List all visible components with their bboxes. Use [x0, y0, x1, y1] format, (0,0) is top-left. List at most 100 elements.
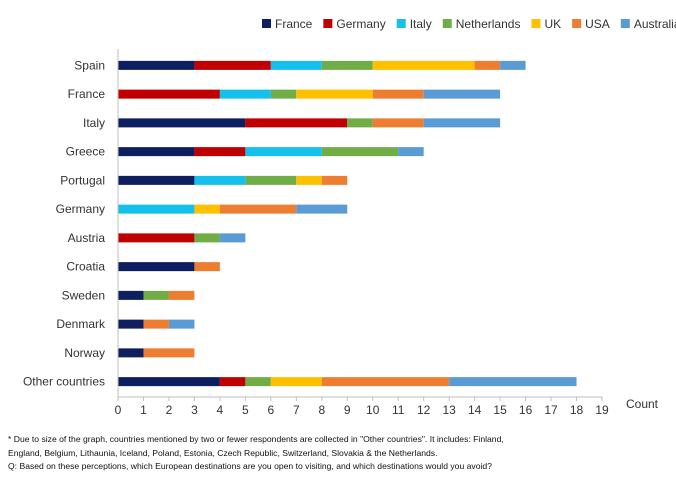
x-tick-label-14: 14	[468, 403, 482, 417]
bar-norway-france	[118, 348, 144, 358]
footnote-line-3: Q: Based on these perceptions, which Eur…	[8, 461, 492, 471]
bar-spain-uk	[372, 60, 475, 70]
bar-other-countries-france	[118, 377, 220, 387]
category-label-italy: Italy	[83, 116, 105, 130]
x-tick-label-9: 9	[344, 403, 351, 417]
bar-other-countries-uk	[270, 377, 322, 387]
x-tick-label-13: 13	[442, 403, 456, 417]
bar-france-italy	[219, 89, 271, 99]
bar-sweden-netherlands	[143, 290, 169, 300]
bar-austria-germany	[118, 233, 195, 243]
x-tick-label-16: 16	[519, 403, 533, 417]
legend-swatch-australia	[620, 19, 630, 28]
legend-swatch-germany	[323, 19, 333, 28]
category-label-spain: Spain	[74, 58, 105, 72]
category-label-france: France	[68, 87, 106, 101]
bar-croatia-france	[118, 262, 195, 272]
bar-germany-uk	[194, 204, 220, 214]
bar-italy-germany	[245, 118, 348, 128]
legend-label-france: France	[275, 17, 313, 31]
x-axis-title: Count	[626, 397, 659, 411]
bar-greece-netherlands	[321, 147, 399, 157]
x-tick-label-19: 19	[595, 403, 609, 417]
category-label-portugal: Portugal	[60, 173, 105, 187]
footnotes: * Due to size of the graph, countries me…	[8, 433, 672, 474]
x-tick-label-10: 10	[366, 403, 380, 417]
bar-austria-australia	[219, 233, 246, 243]
bar-france-germany	[118, 89, 220, 99]
bar-greece-italy	[245, 147, 322, 157]
category-label-norway: Norway	[64, 346, 105, 360]
x-tick-label-0: 0	[115, 403, 122, 417]
stacked-bar-chart: France Germany Italy Netherlands UK USA Austra…	[23, 17, 676, 417]
category-label-greece: Greece	[66, 145, 106, 159]
category-label-germany: Germany	[56, 202, 105, 216]
category-label-other-countries: Other countries	[23, 375, 105, 389]
bar-germany-usa	[219, 204, 297, 214]
bar-portugal-netherlands	[245, 175, 297, 185]
footnote-line-1: * Due to size of the graph, countries me…	[8, 434, 504, 444]
bar-france-usa	[372, 89, 424, 99]
bar-spain-germany	[194, 60, 271, 70]
bar-france-australia	[423, 89, 501, 99]
bar-denmark-france	[118, 319, 144, 329]
legend-label-italy: Italy	[410, 17, 432, 31]
category-label-croatia: Croatia	[66, 260, 105, 274]
legend-swatch-uk	[531, 19, 541, 28]
bar-portugal-usa	[321, 175, 348, 185]
bar-italy-usa	[372, 118, 424, 128]
x-tick-label-18: 18	[570, 403, 584, 417]
bar-italy-france	[118, 118, 246, 128]
x-tick-label-17: 17	[544, 403, 558, 417]
bar-portugal-uk	[296, 175, 322, 185]
category-label-sweden: Sweden	[62, 288, 105, 302]
legend-swatch-italy	[396, 19, 406, 28]
bar-other-countries-germany	[219, 377, 246, 387]
bar-portugal-italy	[194, 175, 246, 185]
legend-label-uk: UK	[544, 17, 561, 31]
legend-label-usa: USA	[585, 17, 610, 31]
bar-other-countries-netherlands	[245, 377, 271, 387]
bar-austria-netherlands	[194, 233, 220, 243]
bar-spain-australia	[500, 60, 526, 70]
legend-label-australia: Australia	[634, 17, 676, 31]
bar-spain-france	[118, 60, 195, 70]
bar-greece-australia	[398, 147, 424, 157]
legend-label-germany: Germany	[336, 17, 385, 31]
x-tick-label-5: 5	[242, 403, 249, 417]
bar-germany-australia	[296, 204, 348, 214]
bar-france-netherlands	[270, 89, 297, 99]
x-tick-label-12: 12	[417, 403, 431, 417]
bar-other-countries-usa	[321, 377, 450, 387]
bar-spain-netherlands	[321, 60, 373, 70]
bar-sweden-usa	[168, 290, 195, 300]
x-tick-label-3: 3	[191, 403, 198, 417]
bar-sweden-france	[118, 290, 144, 300]
category-label-austria: Austria	[68, 231, 106, 245]
legend-swatch-netherlands	[442, 19, 452, 28]
bar-greece-germany	[194, 147, 246, 157]
legend-swatch-usa	[572, 19, 582, 28]
bar-italy-australia	[423, 118, 501, 128]
bar-other-countries-australia	[449, 377, 577, 387]
bar-spain-usa	[474, 60, 501, 70]
x-tick-label-4: 4	[217, 403, 224, 417]
bar-denmark-australia	[168, 319, 195, 329]
x-tick-label-15: 15	[493, 403, 507, 417]
bar-denmark-usa	[143, 319, 169, 329]
bar-croatia-usa	[194, 262, 220, 272]
bar-france-uk	[296, 89, 373, 99]
x-tick-label-7: 7	[293, 403, 300, 417]
bar-norway-usa	[143, 348, 195, 358]
bar-italy-netherlands	[347, 118, 373, 128]
footnote-line-2: England, Belgium, Lithaunia, Iceland, Po…	[8, 447, 438, 458]
x-tick-label-2: 2	[166, 403, 173, 417]
x-tick-label-8: 8	[318, 403, 325, 417]
legend-swatch-france	[262, 19, 271, 28]
x-tick-label-1: 1	[140, 403, 147, 417]
category-label-denmark: Denmark	[56, 317, 106, 331]
bar-greece-france	[118, 147, 195, 157]
bar-germany-italy	[118, 204, 195, 214]
bar-spain-italy	[270, 60, 322, 70]
x-tick-label-11: 11	[392, 403, 405, 417]
